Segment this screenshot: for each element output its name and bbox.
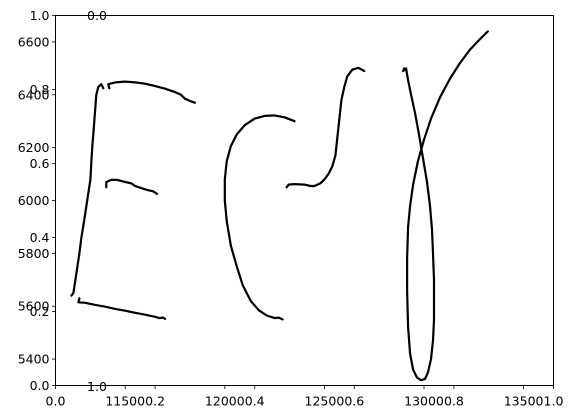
- overlay-x-tick-label: 1.0: [544, 394, 564, 409]
- overlay-y-tick-label: 0.6: [30, 156, 50, 171]
- overlay-y-tick-label: 0.0: [30, 378, 50, 393]
- overlay-y-tick-label: 1.0: [30, 8, 50, 23]
- overlay-x-tick-label: 0.2: [145, 394, 165, 409]
- series-e-stroke-3: [105, 178, 159, 195]
- overlay-x-tick-label: 0.4: [245, 394, 265, 409]
- x-tick-label: 11500: [105, 394, 145, 409]
- series-e-stroke-2: [107, 80, 196, 104]
- primary-axes: 5400 5600 5800 6000 6200 6400 6600 11500 12000 12…: [18, 34, 544, 408]
- y-tick-label: 5400: [18, 352, 50, 367]
- overlay-x-tick-label: 0.8: [444, 394, 464, 409]
- stray-tick-label-bottom-left: 1.0: [87, 379, 107, 394]
- y-tick-label: 5800: [18, 246, 50, 261]
- x-tick-label: 12500: [305, 394, 345, 409]
- overlay-x-tick-label: 0.0: [46, 394, 66, 409]
- axes-frame: [55, 15, 554, 386]
- x-tick-label: 13500: [504, 394, 544, 409]
- overlay-y-tick-label: 0.8: [30, 82, 50, 97]
- y-tick-label: 6200: [18, 140, 50, 155]
- stray-tick-label-top-left: 0.0: [87, 8, 107, 23]
- plot-lines: [70, 30, 489, 382]
- series-y-loop-stroke-1: [402, 30, 489, 382]
- y-tick-label: 6000: [18, 193, 50, 208]
- overlay-y-tick-label: 0.4: [30, 230, 50, 245]
- series-y-upper-stroke-1: [285, 66, 366, 189]
- y-tick-label: 5600: [18, 299, 50, 314]
- overlay-y-tick-label: 0.2: [30, 304, 50, 319]
- x-tick-label: 12000: [205, 394, 245, 409]
- series-c-stroke-1: [223, 114, 296, 321]
- overlay-axes: 0.0 0.2 0.4 0.6 0.8 1.0 0.0 0.2 0.4 0.6 0.8 1.0: [30, 8, 564, 409]
- x-tick-label: 13000: [404, 394, 444, 409]
- series-e-stroke-4: [77, 297, 167, 320]
- series-e-stroke-1: [70, 83, 105, 297]
- y-tick-label: 6400: [18, 87, 50, 102]
- overlay-x-tick-label: 0.6: [344, 394, 364, 409]
- y-tick-label: 6600: [18, 34, 50, 49]
